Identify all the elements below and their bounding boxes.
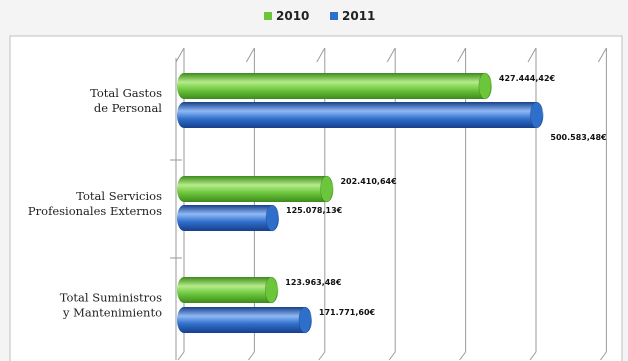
gridline-depth: [177, 351, 185, 361]
gridline-depth: [247, 351, 255, 361]
gridline-top: [316, 47, 326, 63]
bar-body: [177, 307, 312, 333]
gridline-depth: [529, 351, 537, 361]
data-label: 500.583,48€: [550, 133, 607, 142]
bar-2011-2: 171.771,60€: [177, 306, 376, 334]
category-label: de Personal: [94, 101, 162, 115]
bar-body: [177, 205, 280, 231]
gridline-depth: [600, 351, 607, 361]
bar-cap: [530, 101, 543, 129]
bar-body: [177, 102, 544, 128]
gridline-top: [245, 47, 255, 63]
gridline-top: [457, 47, 467, 63]
data-label: 171.771,60€: [319, 308, 376, 317]
bar-2010-2: 123.963,48€: [177, 276, 342, 304]
category-label: Total Gastos: [90, 86, 162, 100]
gridline-depth: [318, 351, 326, 361]
bar-2010-0: 427.444,42€: [177, 72, 556, 100]
data-label: 427.444,42€: [499, 74, 556, 83]
data-label: 125.078,13€: [286, 206, 343, 215]
legend-swatch-2010: [264, 12, 272, 20]
gridline-depth: [459, 351, 467, 361]
bar-cap: [478, 72, 492, 100]
bar-2011-0: 500.583,48€: [177, 101, 607, 142]
category-label: y Mantenimiento: [62, 306, 162, 320]
bar-cap: [298, 306, 312, 334]
bar-body: [177, 73, 492, 99]
category-label: Total Servicios: [76, 189, 162, 203]
legend-label-2011: 2011: [342, 9, 375, 23]
bar-cap: [265, 204, 279, 232]
gridline-depth: [388, 351, 396, 361]
category-label: Profesionales Externos: [28, 204, 162, 218]
gridline-top: [597, 47, 607, 63]
legend: 2010 2011: [264, 9, 375, 23]
bar-body: [177, 277, 279, 303]
data-label: 202.410,64€: [340, 177, 397, 186]
bar-cap: [320, 175, 333, 203]
gridline-top: [386, 47, 396, 63]
bar-2011-1: 125.078,13€: [177, 204, 343, 232]
legend-swatch-2011: [330, 12, 338, 20]
legend-label-2010: 2010: [276, 9, 309, 23]
bar-2010-1: 202.410,64€: [177, 175, 397, 203]
gridline-top: [527, 47, 537, 63]
category-label: Total Suministros: [60, 291, 162, 305]
bar-cap: [264, 276, 278, 304]
bar-body: [177, 176, 334, 202]
data-label: 123.963,48€: [285, 278, 342, 287]
gridline-top: [175, 47, 185, 63]
